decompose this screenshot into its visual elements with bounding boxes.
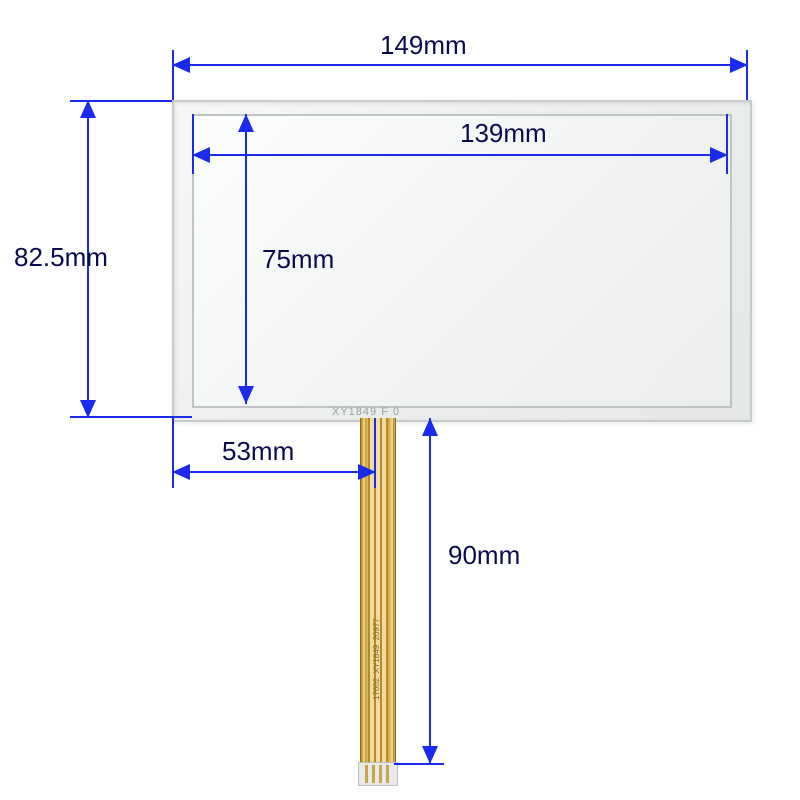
cable-marking: 17602 XY1849 20977 — [372, 618, 381, 700]
dim-outer-height-label: 82.5mm — [14, 242, 108, 273]
dim-cable-offset-label: 53mm — [222, 436, 294, 467]
dim-inner-height-label: 75mm — [262, 244, 334, 275]
diagram-canvas: XY1849 F 0 17602 XY1849 20977 149mm 139m… — [0, 0, 800, 800]
part-marking: XY1849 F 0 — [332, 406, 400, 418]
flex-cable-connector — [358, 762, 398, 786]
dim-cable-length-label: 90mm — [448, 540, 520, 571]
dim-inner-width-label: 139mm — [460, 118, 547, 149]
dim-outer-width-label: 149mm — [380, 30, 467, 61]
